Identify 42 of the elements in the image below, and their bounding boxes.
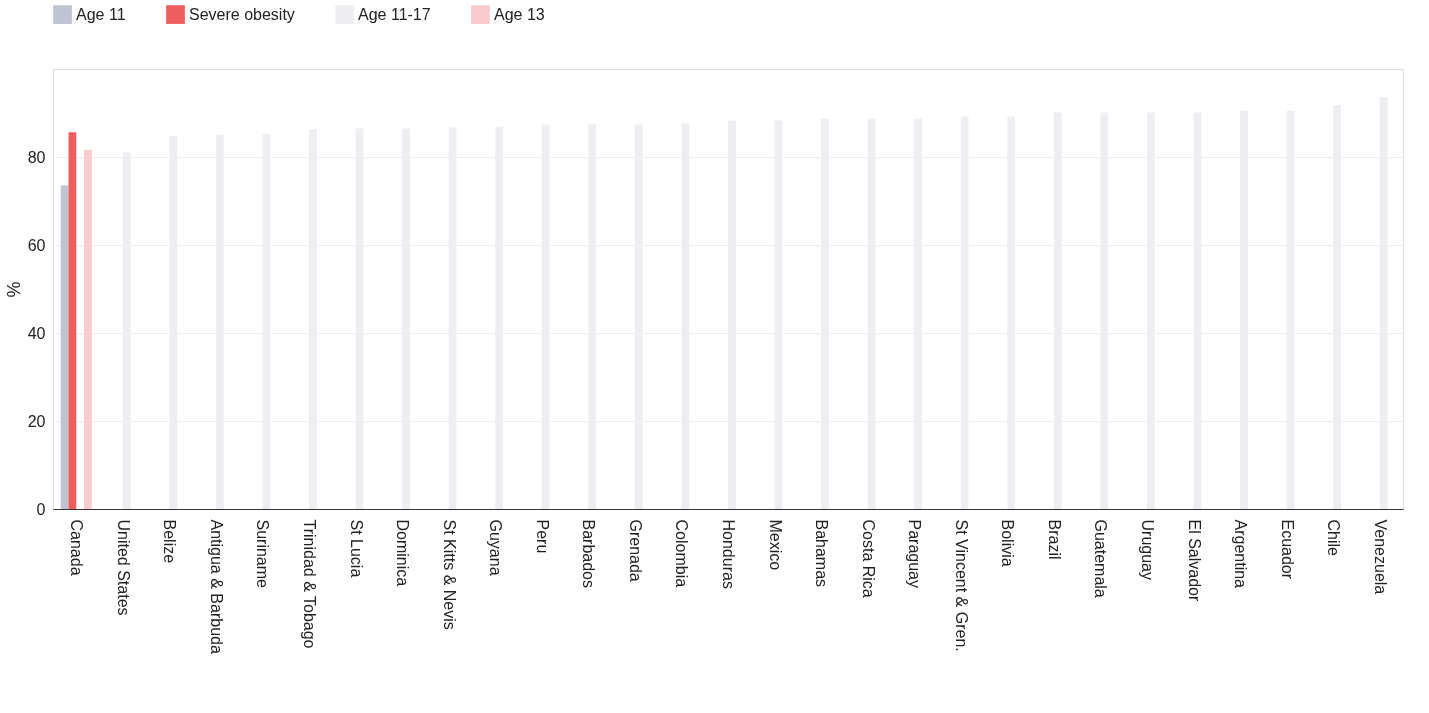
x-tick-label: Grenada [626, 519, 644, 582]
x-tick-label: Barbados [580, 519, 598, 588]
x-tick-label: Peru [533, 519, 551, 554]
x-tick-label: Ecuador [1278, 519, 1296, 580]
x-tick-label: United States [114, 519, 132, 616]
y-tick-label: 80 [27, 148, 46, 166]
legend-label: Age 11 [76, 5, 126, 23]
x-tick-label: St Lucia [347, 519, 365, 578]
x-tick-label: St Vincent & Gren. [952, 519, 970, 652]
x-tick-label: Chile [1325, 519, 1343, 557]
y-tick-label: 40 [27, 324, 46, 342]
x-tick-label: Mexico [766, 519, 784, 571]
x-tick-label: St Kitts & Nevis [440, 519, 458, 630]
x-tick-label: Uruguay [1138, 519, 1156, 580]
legend-label: Severe obesity [189, 5, 295, 23]
x-tick-label: Antigua & Barbuda [207, 519, 225, 654]
x-tick-label: Bahamas [813, 519, 831, 588]
x-tick-label: Honduras [720, 519, 737, 589]
legend-label: Age 11-17 [358, 5, 431, 23]
legend-label: Age 13 [494, 5, 545, 23]
bar [60, 185, 69, 509]
x-tick-label: Costa Rica [859, 519, 877, 598]
x-tick-label: Paraguay [906, 519, 924, 588]
x-tick-label: Guyana [487, 519, 505, 576]
x-tick-label: Brazil [1045, 519, 1063, 560]
x-tick-label: Guatemala [1092, 519, 1110, 598]
y-tick-label: 60 [27, 236, 46, 254]
x-tick-label: Colombia [673, 519, 691, 588]
x-tick-label: Bolivia [999, 519, 1017, 567]
y-tick-label: 0 [36, 500, 46, 518]
x-tick-label: Trinidad & Tobago [301, 519, 319, 649]
x-tick-label: Dominica [394, 519, 412, 587]
bar [68, 132, 77, 509]
x-tick-label: Venezuela [1371, 519, 1389, 595]
x-tick-label: Belize [161, 519, 179, 564]
x-tick-label: Suriname [254, 519, 272, 589]
y-axis-title: % [3, 281, 24, 298]
x-tick-label: Argentina [1232, 519, 1250, 589]
bar [84, 149, 92, 509]
x-tick-label: El Salvador [1185, 519, 1203, 602]
x-tick-label: Canada [68, 519, 86, 576]
y-tick-label: 20 [27, 412, 46, 430]
